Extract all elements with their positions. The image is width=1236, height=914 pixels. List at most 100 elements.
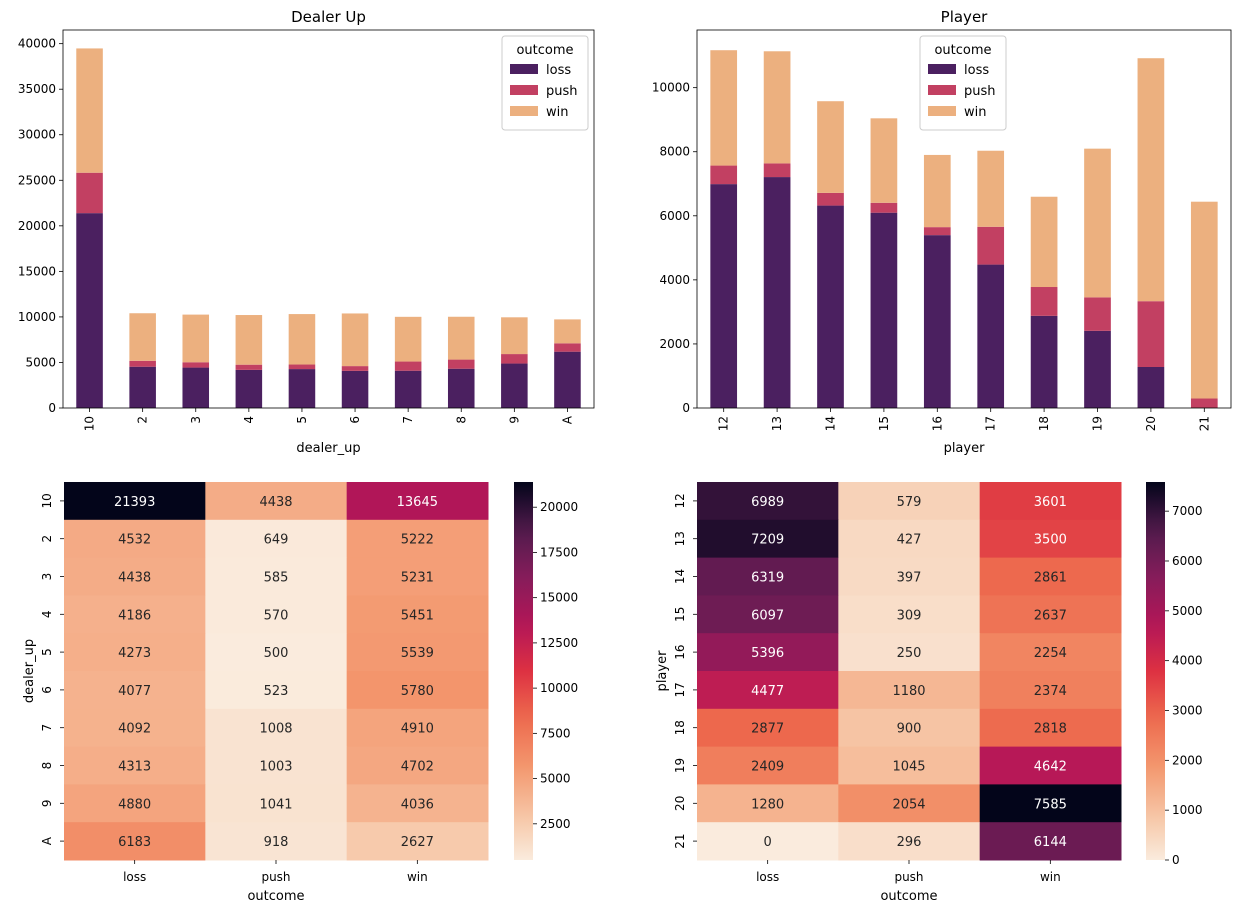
x-tick-label: 10 [83, 416, 97, 431]
plot-frame [696, 29, 1232, 409]
legend-swatch-win [510, 106, 538, 116]
heatmap-cell-19-loss [697, 746, 839, 785]
y-tick-label: 5 [40, 648, 54, 656]
heatmap-cell-21-loss [697, 822, 839, 861]
cell-value-label: 2409 [751, 760, 784, 775]
bar-win-9 [501, 317, 528, 355]
heatmap-cell-7-win [346, 708, 489, 748]
legend-swatch-loss [510, 64, 538, 74]
bar-win-5 [288, 314, 316, 365]
heatmap-cell-10-loss [64, 482, 206, 521]
cell-value-label: 5222 [401, 533, 434, 548]
heatmap-cell-18-loss [697, 708, 839, 748]
cell-value-label: 1180 [892, 684, 925, 699]
x-tick-label: push [894, 870, 923, 884]
bar-loss-13 [763, 177, 791, 408]
cell-value-label: 570 [264, 608, 289, 623]
bar-push-13 [763, 163, 791, 178]
y-tick-label: 30000 [18, 128, 56, 142]
heatmap-cell-6-win [346, 671, 489, 710]
cell-value-label: 4532 [118, 533, 151, 548]
cell-value-label: 2877 [751, 722, 784, 737]
cell-value-label: 4273 [118, 646, 151, 661]
y-tick-label: 6000 [659, 209, 690, 223]
bar-win-18 [1030, 196, 1058, 288]
heatmap-cell-3-win [346, 557, 489, 596]
bar-push-3 [182, 362, 210, 368]
colorbar [1146, 482, 1165, 860]
cell-value-label: 6183 [118, 835, 151, 850]
chart-title: Player [941, 8, 989, 26]
colorbar-tick-label: 2000 [1172, 753, 1203, 767]
heatmap-cell-16-win [979, 633, 1122, 672]
heatmap-cell-5-win [346, 633, 489, 672]
bar-win-17 [977, 150, 1005, 227]
bar-loss-18 [1030, 315, 1058, 408]
x-tick-label: 20 [1144, 416, 1158, 431]
cell-value-label: 900 [897, 722, 922, 737]
y-axis-label: player [655, 650, 670, 692]
heatmap-cell-21-push [838, 822, 981, 861]
colorbar-tick-label: 5000 [540, 772, 571, 786]
cell-value-label: 4438 [118, 571, 151, 586]
heatmap-cell-8-win [346, 746, 489, 785]
heatmap-cell-16-loss [697, 633, 839, 672]
colorbar-tick-label: 1000 [1172, 803, 1203, 817]
legend-label-push: push [546, 84, 578, 99]
bar-push-2 [129, 360, 156, 367]
bar-win-4 [235, 315, 263, 365]
cell-value-label: 4186 [118, 608, 151, 623]
heatmap-cell-8-loss [64, 746, 206, 785]
bar-loss-5 [288, 369, 316, 408]
cell-value-label: 13645 [397, 495, 438, 510]
cell-value-label: 918 [264, 835, 289, 850]
x-tick-label: 3 [189, 416, 203, 424]
bar-loss-2 [129, 366, 156, 408]
bar-loss-17 [977, 264, 1005, 408]
cell-value-label: 0 [764, 835, 772, 850]
bar-win-12 [710, 50, 738, 166]
cell-value-label: 5451 [401, 608, 434, 623]
y-tick-label: 0 [48, 401, 56, 415]
heatmap-cell-12-push [838, 482, 981, 521]
heatmap-cell-13-loss [697, 519, 839, 559]
bar-push-20 [1137, 301, 1165, 367]
colorbar-tick-label: 5000 [1172, 604, 1203, 618]
y-tick-label: 16 [673, 644, 687, 659]
cell-value-label: 5396 [751, 646, 784, 661]
player-bar-chart: Player 0 2000 4000 6000 8000 10000 12 13 14 15 16 17… [652, 8, 1232, 456]
cell-value-label: 3601 [1034, 495, 1067, 510]
heatmap-cell-14-win [979, 557, 1122, 596]
bar-push-9 [501, 354, 528, 364]
colorbar-tick-label: 15000 [540, 591, 578, 605]
heatmap-cell-20-loss [697, 784, 839, 823]
y-tick-label: 15 [673, 607, 687, 622]
x-tick-label: loss [756, 870, 779, 884]
bar-loss-10 [76, 213, 103, 408]
cell-value-label: 6319 [751, 571, 784, 586]
cell-value-label: 427 [897, 533, 922, 548]
x-tick-label: 6 [348, 416, 362, 424]
cell-value-label: 4880 [118, 797, 151, 812]
bar-loss-16 [923, 235, 951, 408]
bar-push-16 [923, 227, 951, 236]
heatmap-cell-5-push [205, 633, 348, 672]
bar-win-13 [763, 51, 791, 164]
colorbar-tick-label: 7500 [540, 726, 571, 740]
y-tick-label: 2000 [659, 337, 690, 351]
colorbar-tick-label: 7000 [1172, 504, 1203, 518]
bar-win-15 [870, 118, 898, 203]
bar-win-14 [817, 101, 844, 193]
bar-loss-8 [447, 368, 475, 408]
heatmap-cell-10-push [205, 482, 348, 521]
heatmap-cell-13-win [979, 519, 1122, 559]
x-tick-label: loss [123, 870, 146, 884]
cell-value-label: 2861 [1034, 571, 1067, 586]
cell-value-label: 1003 [259, 760, 292, 775]
y-tick-label: 9 [40, 799, 54, 807]
x-tick-label: 16 [930, 416, 944, 431]
cell-value-label: 4477 [751, 684, 784, 699]
y-tick-label: 8000 [659, 145, 690, 159]
heatmap-cell-9-win [346, 784, 489, 823]
